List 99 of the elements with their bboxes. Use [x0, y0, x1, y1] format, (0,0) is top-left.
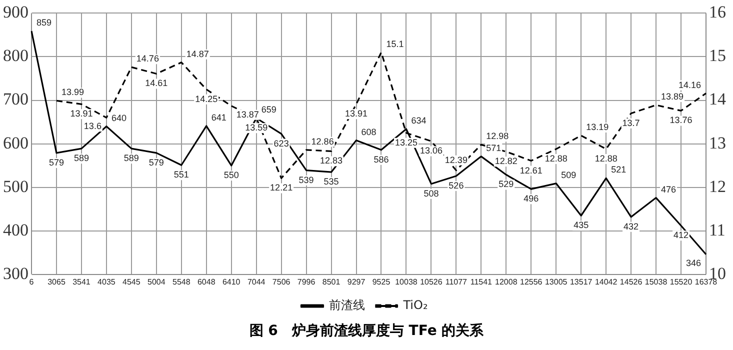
x-tick-label: 15038 — [644, 277, 668, 286]
data-label: 496 — [524, 194, 539, 204]
data-label: 859 — [36, 18, 52, 28]
x-tick-label: 8501 — [322, 277, 341, 286]
x-tick-label: 12556 — [520, 277, 543, 286]
x-tick-label: 13005 — [544, 277, 568, 286]
y2-tick-label: 15 — [709, 46, 726, 66]
data-label: 14.76 — [136, 54, 159, 64]
data-label: 14.16 — [678, 80, 702, 90]
x-tick-label: 5548 — [172, 277, 191, 286]
data-label: 640 — [111, 112, 126, 123]
data-label: 13.99 — [61, 87, 84, 98]
data-label: 13.6 — [84, 121, 102, 132]
legend-label: TiO₂ — [402, 298, 428, 312]
text: 图 6 炉身前渣线厚度与 TFe 的关系 — [248, 322, 485, 340]
data-label: 412 — [674, 230, 689, 240]
data-label: 509 — [561, 170, 576, 180]
y-tick-label: 300 — [3, 264, 28, 283]
y2-tick-label: 13 — [709, 133, 726, 152]
data-label: 634 — [411, 115, 426, 126]
data-label: 13.7 — [622, 118, 640, 128]
data-label: 13.06 — [420, 146, 442, 156]
x-tick-label: 11077 — [445, 277, 468, 286]
x-tick-label: 6048 — [197, 277, 216, 286]
data-label: 641 — [211, 112, 226, 122]
x-tick-label: 6 — [29, 277, 34, 286]
x-tick-label: 10526 — [420, 277, 443, 286]
data-label: 12.88 — [544, 154, 568, 164]
x-tick-label: 14042 — [594, 277, 618, 286]
y2-tick-label: 16 — [709, 2, 726, 22]
data-label: 551 — [174, 170, 189, 180]
data-label: 571 — [486, 142, 502, 153]
x-tick-label: 3065 — [48, 277, 66, 286]
data-label: 623 — [274, 138, 289, 148]
data-label: 550 — [224, 170, 239, 180]
y-tick-label: 700 — [3, 90, 28, 109]
data-label: 12.88 — [594, 154, 618, 164]
x-tick-label: 7996 — [297, 277, 316, 286]
x-tick-label: 14526 — [620, 277, 643, 286]
data-label: 526 — [448, 180, 464, 190]
x-tick-label: 10038 — [395, 277, 418, 286]
data-label: 529 — [498, 179, 514, 190]
x-tick-label: 16378 — [694, 277, 718, 286]
data-label: 13.91 — [70, 108, 93, 119]
y-tick-label: 400 — [3, 220, 28, 240]
x-tick-label: 3541 — [72, 277, 91, 286]
x-tick-label: 12008 — [495, 277, 518, 286]
x-tick-label: 11541 — [470, 277, 493, 286]
data-label: 15.1 — [386, 38, 404, 49]
y-tick-label: 500 — [3, 176, 28, 196]
data-label: 579 — [48, 157, 64, 168]
data-label: 12.83 — [320, 156, 343, 166]
data-label: 13.19 — [586, 122, 609, 132]
x-tick-label: 9297 — [347, 277, 366, 286]
x-tick-label: 13517 — [570, 277, 593, 286]
data-label: 608 — [361, 126, 376, 137]
data-label: 535 — [324, 176, 339, 187]
data-label: 13.25 — [394, 137, 418, 148]
legend-label: 前渣线 — [329, 298, 366, 312]
data-label: 13.87 — [236, 109, 259, 120]
data-label: 13.76 — [670, 115, 692, 126]
data-label: 14.61 — [145, 78, 168, 88]
data-label: 579 — [148, 157, 164, 168]
x-tick-label: 9525 — [372, 277, 391, 286]
x-tick-label: 7044 — [247, 277, 266, 286]
data-label: 508 — [424, 188, 439, 198]
y-tick-label: 800 — [3, 46, 28, 66]
data-label: 12.61 — [520, 165, 542, 176]
data-label: 589 — [74, 153, 89, 164]
data-label: 14.87 — [186, 48, 209, 59]
data-label: 476 — [661, 184, 676, 194]
y2-tick-label: 11 — [709, 220, 726, 240]
data-label: 13.59 — [245, 122, 268, 133]
x-tick-label: 4035 — [98, 277, 116, 286]
data-label: 432 — [624, 221, 639, 232]
y2-tick-label: 14 — [709, 90, 726, 109]
y-tick-label: 900 — [3, 2, 28, 22]
data-label: 435 — [574, 220, 589, 230]
data-label: 12.21 — [270, 182, 293, 193]
x-tick-label: 4545 — [122, 277, 141, 286]
x-tick-label: 5004 — [148, 277, 166, 286]
data-label: 346 — [686, 258, 702, 268]
y-tick-label: 600 — [3, 133, 28, 152]
data-label: 659 — [261, 104, 276, 115]
x-tick-label: 15520 — [670, 277, 693, 286]
data-label: 589 — [124, 153, 139, 164]
data-label: 13.91 — [345, 108, 368, 119]
data-label: 12.86 — [311, 136, 334, 146]
data-label: 12.39 — [444, 154, 468, 165]
data-label: 586 — [374, 154, 389, 164]
data-label: 13.89 — [661, 92, 684, 102]
data-label: 539 — [298, 174, 314, 185]
y2-tick-label: 12 — [709, 176, 726, 196]
data-label: 12.98 — [486, 131, 509, 142]
x-tick-label: 7506 — [272, 277, 291, 286]
data-label: 12.82 — [494, 156, 518, 166]
data-label: 14.25 — [195, 94, 218, 104]
data-label: 521 — [611, 164, 626, 175]
x-tick-label: 6410 — [222, 277, 241, 286]
